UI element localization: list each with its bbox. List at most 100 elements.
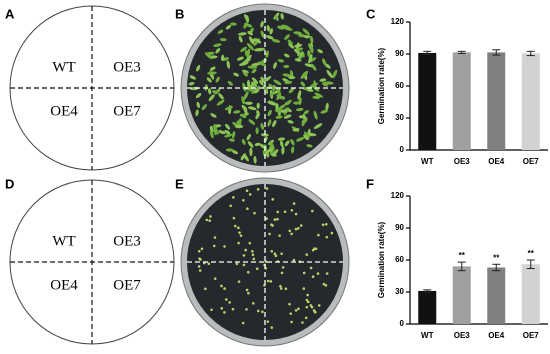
seedling: [292, 258, 296, 262]
error-bar: [526, 50, 535, 57]
seedling: [280, 13, 284, 20]
seedling: [238, 32, 247, 36]
seedling: [294, 58, 302, 62]
seedling: [247, 106, 257, 111]
seedling: [314, 92, 324, 98]
seedling: [265, 217, 268, 220]
seedling: [255, 38, 262, 44]
seedling: [245, 189, 249, 193]
seedling: [283, 64, 290, 69]
seedling: [246, 207, 249, 211]
seedling: [310, 63, 317, 71]
seedling: [237, 280, 241, 283]
seedling: [267, 119, 272, 127]
seedling: [288, 42, 295, 49]
seedling: [310, 305, 314, 309]
seedling: [243, 153, 249, 162]
seedling: [225, 298, 228, 301]
seedling: [210, 308, 213, 312]
seedling: [231, 307, 235, 311]
seedling: [325, 272, 329, 275]
seedling: [314, 247, 318, 251]
seedling: [320, 109, 328, 114]
seedling: [247, 31, 253, 36]
error-bar: [457, 261, 466, 272]
seedling: [271, 38, 281, 43]
seedling: [280, 140, 284, 148]
seedling: [197, 249, 201, 253]
seedling: [249, 147, 253, 157]
seedling: [312, 95, 321, 100]
panel-label: F: [366, 176, 374, 191]
seedling: [313, 310, 317, 314]
seedling: [321, 223, 325, 227]
seedling: [213, 277, 217, 280]
seedling: [287, 120, 294, 124]
seedling: [295, 107, 304, 112]
x-tick-label: OE4: [488, 331, 505, 340]
seedling: [300, 81, 306, 87]
seedling: [326, 69, 333, 79]
seedling: [246, 133, 252, 141]
seedling: [243, 105, 248, 116]
x-tick-label: OE3: [454, 157, 471, 166]
seedling: [274, 15, 279, 21]
seedling: [297, 307, 300, 311]
bar: [452, 52, 471, 150]
seedling: [226, 60, 231, 69]
y-tick-label: 30: [395, 113, 404, 122]
seedling: [228, 138, 235, 142]
seedling: [270, 326, 274, 329]
seedling: [302, 271, 306, 275]
seedling: [220, 284, 223, 288]
seedling: [277, 25, 284, 30]
seedling: [330, 231, 334, 235]
seedling: [221, 54, 225, 62]
seedling: [197, 265, 201, 268]
seedling: [294, 227, 298, 231]
seedling: [319, 78, 327, 82]
seedling: [272, 149, 279, 157]
seedling: [288, 87, 295, 94]
seedling: [322, 58, 327, 66]
seedling: [302, 70, 309, 79]
seedling: [215, 76, 220, 83]
seedling: [283, 210, 287, 214]
seedling: [297, 90, 302, 100]
seedling: [311, 275, 315, 279]
seedling: [259, 80, 264, 86]
seedling: [266, 279, 270, 283]
seedling: [207, 262, 211, 266]
seedling: [281, 145, 285, 155]
seedling: [235, 262, 239, 266]
seedling: [195, 93, 202, 99]
seedling: [265, 187, 269, 190]
seedling: [303, 134, 309, 141]
seedling: [283, 53, 290, 58]
error-bar: [423, 50, 432, 56]
seedling: [247, 270, 250, 274]
seedling: [246, 48, 251, 58]
seedling: [188, 81, 195, 86]
seedling: [247, 291, 250, 295]
seedling: [212, 129, 220, 135]
y-tick-label: 60: [395, 81, 404, 90]
seedling: [253, 211, 256, 215]
seedling: [224, 133, 233, 138]
seedling: [299, 224, 303, 227]
seedling: [205, 51, 215, 56]
seedling: [256, 188, 260, 191]
seedling: [279, 284, 282, 288]
seedling: [306, 293, 309, 297]
seedling: [305, 253, 309, 256]
seedling: [213, 236, 217, 239]
seedling: [294, 43, 303, 48]
seedling: [208, 88, 212, 95]
seedling: [265, 35, 274, 40]
bar: [452, 266, 471, 324]
seedling: [261, 310, 264, 314]
seedling: [246, 79, 251, 88]
seedling: [257, 61, 267, 67]
seedling: [239, 234, 243, 237]
